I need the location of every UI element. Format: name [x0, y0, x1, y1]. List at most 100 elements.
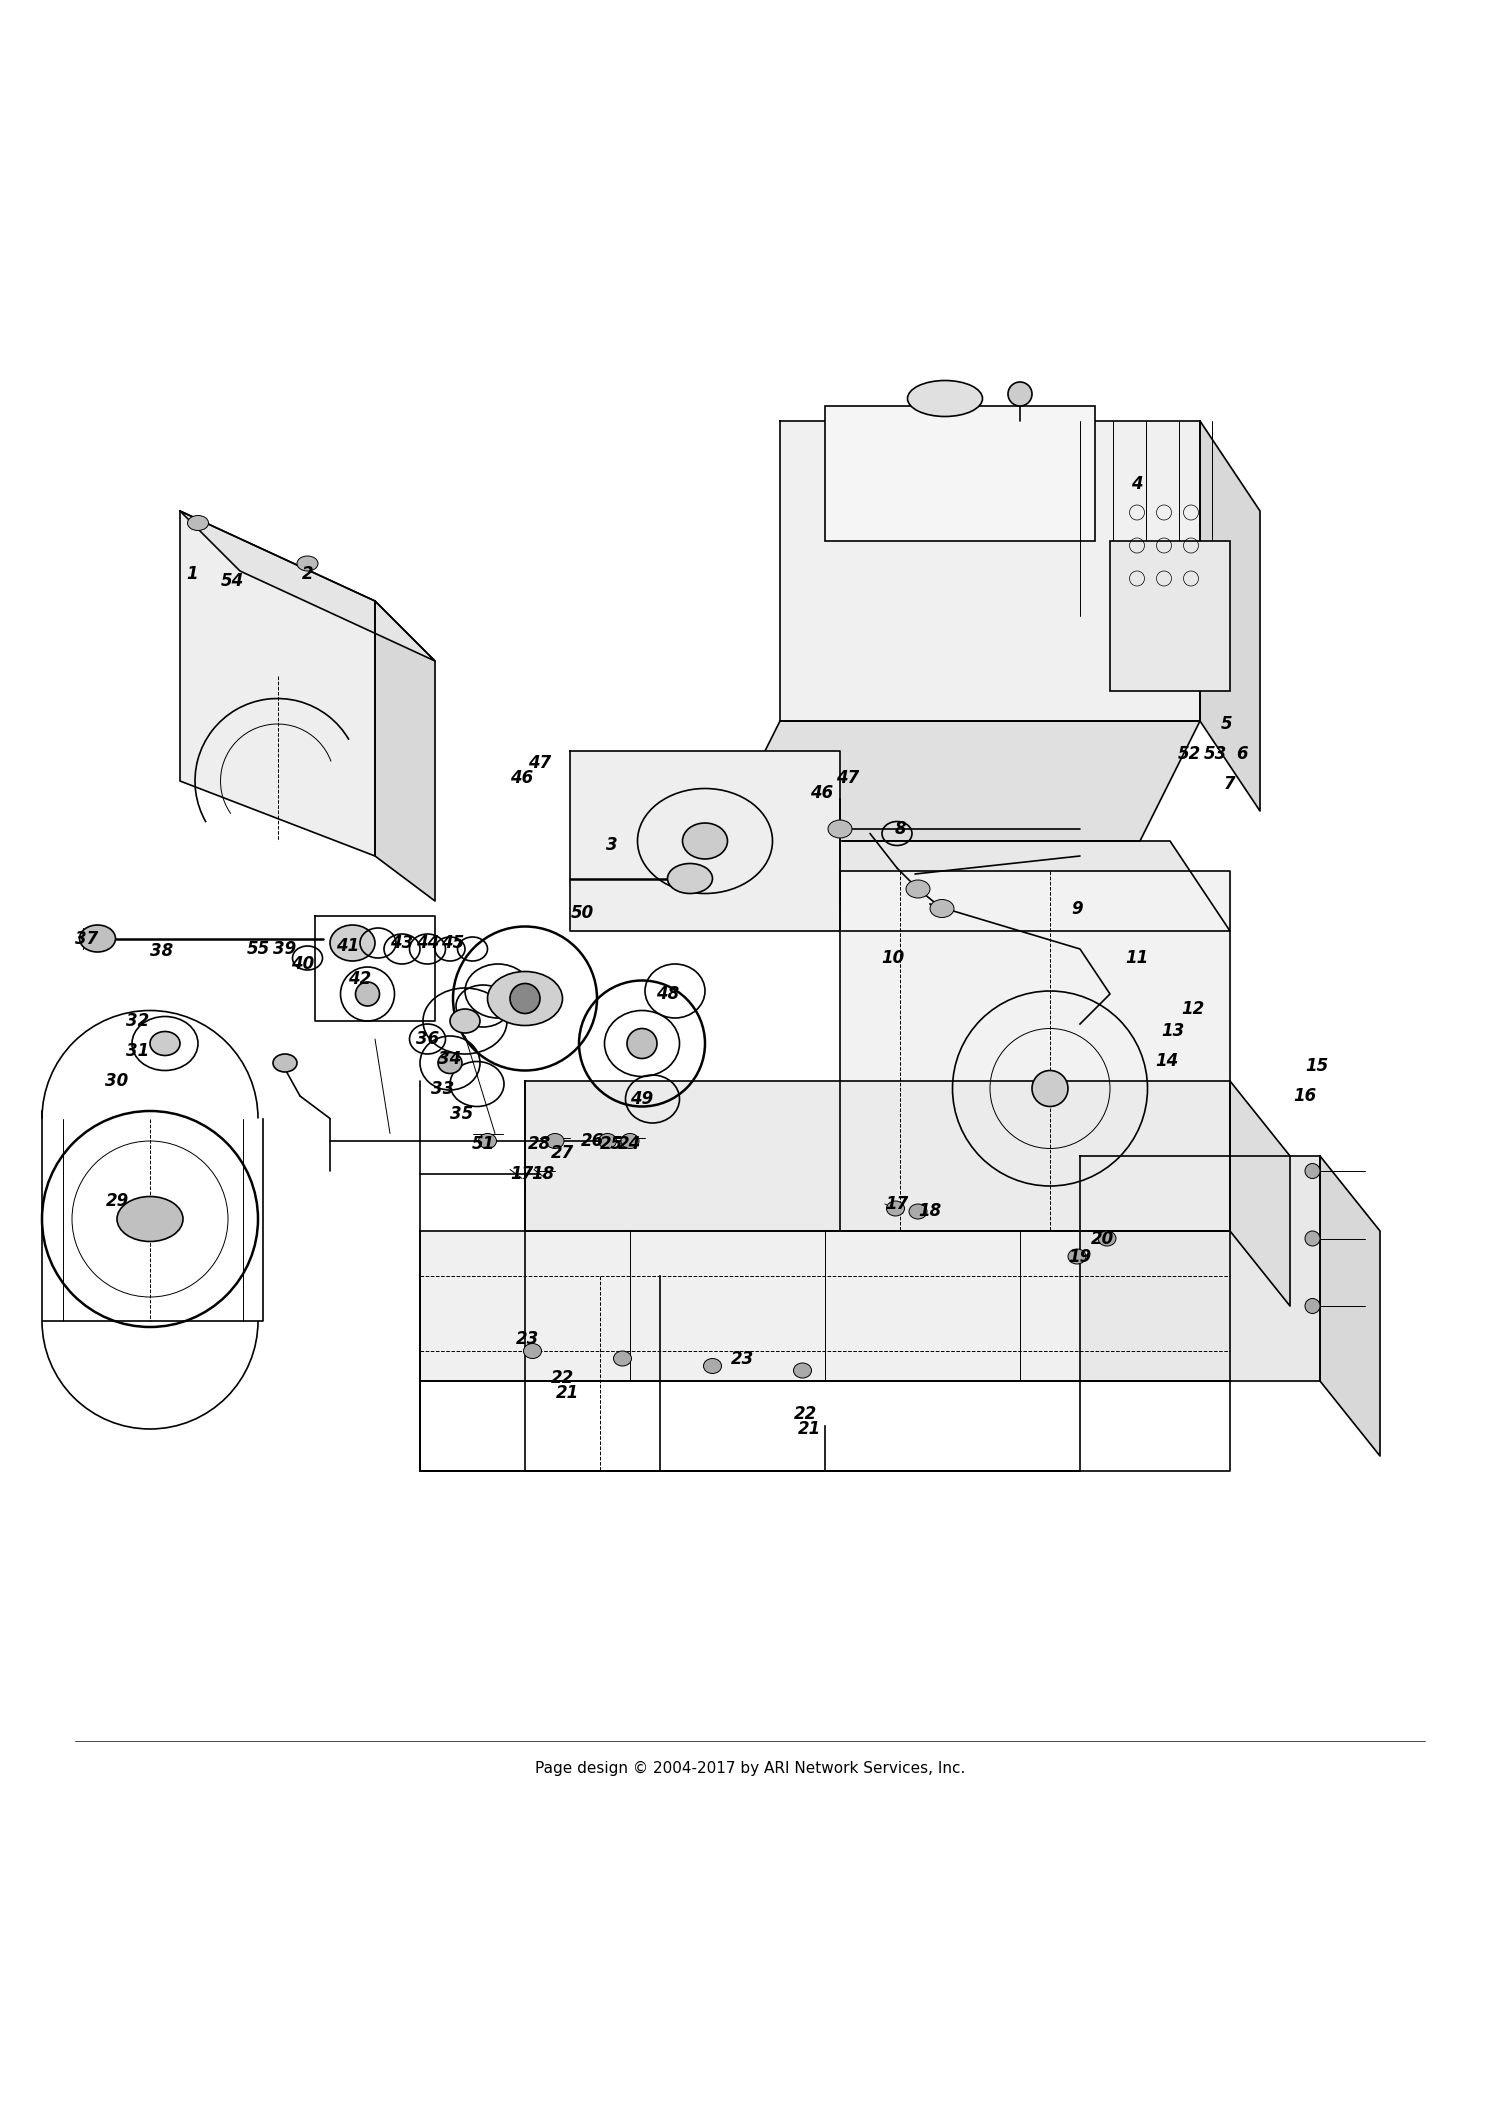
Text: 10: 10 [880, 948, 904, 967]
Ellipse shape [356, 982, 380, 1007]
Text: Page design © 2004-2017 by ARI Network Services, Inc.: Page design © 2004-2017 by ARI Network S… [536, 1761, 964, 1776]
Ellipse shape [188, 515, 209, 530]
Text: 6: 6 [1236, 744, 1248, 763]
Text: 27: 27 [550, 1143, 574, 1162]
Text: 11: 11 [1125, 948, 1149, 967]
Text: 50: 50 [570, 904, 594, 923]
Text: 32: 32 [126, 1011, 150, 1030]
Text: 16: 16 [1293, 1087, 1317, 1106]
Polygon shape [1080, 1156, 1320, 1381]
Ellipse shape [906, 881, 930, 898]
Ellipse shape [886, 1200, 904, 1215]
Ellipse shape [682, 824, 728, 860]
Ellipse shape [510, 984, 540, 1013]
Ellipse shape [438, 1053, 462, 1074]
Ellipse shape [614, 1352, 632, 1366]
Text: 18: 18 [918, 1202, 942, 1221]
Polygon shape [180, 511, 435, 660]
Text: 4: 4 [1131, 475, 1143, 494]
Text: 18: 18 [531, 1165, 555, 1183]
Text: 42: 42 [348, 969, 372, 988]
Ellipse shape [297, 557, 318, 572]
Text: 2: 2 [302, 565, 313, 582]
Ellipse shape [80, 925, 116, 952]
Text: 35: 35 [450, 1106, 474, 1122]
Text: 1: 1 [186, 565, 198, 582]
Polygon shape [570, 750, 840, 931]
Text: 17: 17 [885, 1196, 909, 1213]
Polygon shape [375, 601, 435, 902]
Text: 22: 22 [794, 1404, 818, 1423]
Ellipse shape [598, 1133, 616, 1148]
Text: 20: 20 [1090, 1230, 1114, 1246]
Ellipse shape [1305, 1299, 1320, 1314]
Text: 28: 28 [528, 1135, 552, 1154]
Text: 12: 12 [1180, 1001, 1204, 1017]
Ellipse shape [909, 1204, 927, 1219]
Text: 52: 52 [1178, 744, 1202, 763]
Ellipse shape [930, 900, 954, 916]
Text: 3: 3 [606, 837, 618, 856]
Ellipse shape [524, 1343, 542, 1358]
Text: 49: 49 [630, 1091, 654, 1108]
Text: 39: 39 [273, 940, 297, 959]
Text: 21: 21 [555, 1383, 579, 1402]
Ellipse shape [668, 864, 712, 893]
Text: 48: 48 [656, 986, 680, 1003]
Text: 26: 26 [580, 1133, 604, 1150]
Ellipse shape [828, 820, 852, 839]
Text: 19: 19 [1068, 1246, 1092, 1265]
Polygon shape [1230, 1080, 1290, 1305]
Ellipse shape [1068, 1249, 1086, 1263]
Polygon shape [780, 420, 1200, 721]
Ellipse shape [794, 1362, 812, 1379]
Bar [1110, 540, 1230, 692]
Text: 41: 41 [336, 937, 360, 954]
Ellipse shape [117, 1196, 183, 1242]
Text: 23: 23 [730, 1349, 754, 1368]
Polygon shape [1200, 420, 1260, 811]
Text: 7: 7 [1224, 776, 1236, 792]
Text: 46: 46 [510, 769, 534, 786]
Ellipse shape [621, 1133, 639, 1148]
Text: 43: 43 [390, 933, 414, 952]
Text: 23: 23 [516, 1331, 540, 1347]
Text: 36: 36 [416, 1030, 440, 1049]
Ellipse shape [150, 1032, 180, 1055]
Ellipse shape [704, 1358, 722, 1373]
Ellipse shape [273, 1053, 297, 1072]
Text: 45: 45 [441, 933, 465, 952]
Ellipse shape [1305, 1232, 1320, 1246]
Ellipse shape [546, 1133, 564, 1148]
Polygon shape [420, 1232, 1230, 1381]
Text: 30: 30 [105, 1072, 129, 1091]
Ellipse shape [1008, 383, 1032, 406]
Text: 33: 33 [430, 1080, 454, 1097]
Text: 31: 31 [126, 1043, 150, 1059]
Polygon shape [525, 1080, 1230, 1232]
Polygon shape [690, 841, 1230, 931]
Text: 22: 22 [550, 1368, 574, 1387]
Text: 37: 37 [75, 929, 99, 948]
Text: 14: 14 [1155, 1053, 1179, 1070]
Text: 24: 24 [618, 1135, 642, 1154]
Text: 51: 51 [471, 1135, 495, 1154]
Text: 46: 46 [810, 784, 834, 803]
Polygon shape [180, 511, 375, 856]
Text: 47: 47 [528, 755, 552, 771]
Ellipse shape [627, 1028, 657, 1059]
Polygon shape [840, 870, 1230, 1232]
Text: 21: 21 [798, 1421, 822, 1438]
Text: 8: 8 [894, 820, 906, 839]
Text: 38: 38 [150, 942, 174, 959]
Ellipse shape [450, 1009, 480, 1032]
Text: 9: 9 [1071, 900, 1083, 916]
Text: 54: 54 [220, 572, 245, 591]
Text: 29: 29 [105, 1192, 129, 1211]
Text: 25: 25 [600, 1135, 624, 1154]
Ellipse shape [1098, 1232, 1116, 1246]
Text: 34: 34 [438, 1049, 462, 1068]
Text: 53: 53 [1203, 744, 1227, 763]
Ellipse shape [908, 380, 983, 416]
Polygon shape [1320, 1156, 1380, 1457]
